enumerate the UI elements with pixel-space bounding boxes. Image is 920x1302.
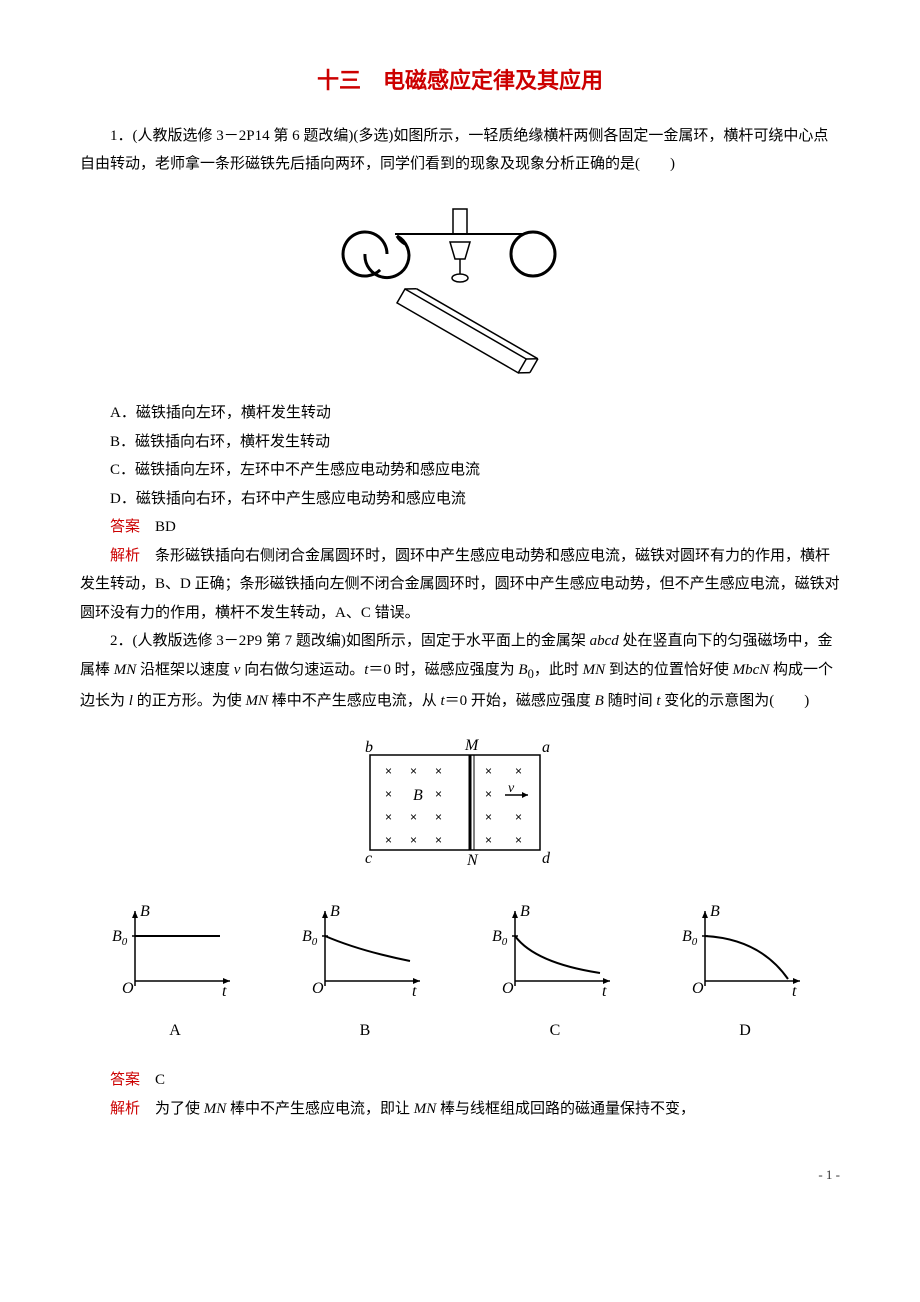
q2-t3: 沿框架以速度	[136, 662, 234, 678]
q2-t11: ＝0 开始，磁感应强度	[445, 693, 595, 709]
svg-text:×: ×	[515, 764, 522, 778]
q2-t6: ，此时	[534, 662, 583, 678]
answer-label: 答案	[110, 519, 140, 535]
svg-text:B: B	[520, 903, 530, 920]
q2-t5: ＝0 时，磁感应强度为	[368, 662, 518, 678]
answer-text: BD	[140, 519, 176, 535]
svg-text:O: O	[502, 980, 514, 997]
svg-text:O: O	[312, 980, 324, 997]
svg-text:×: ×	[485, 764, 492, 778]
svg-text:×: ×	[515, 810, 522, 824]
svg-text:t: t	[792, 983, 797, 1000]
svg-text:d: d	[542, 850, 551, 867]
svg-text:t: t	[602, 983, 607, 1000]
ana-t2: 棒中不产生感应电流，即让	[226, 1101, 414, 1117]
q2-figure: × × × × × × × × × × × × × × × × × × B v b M a c N d	[80, 730, 840, 881]
svg-text:B: B	[140, 903, 150, 920]
q2-intro: 2．(人教版选修 3－2P9 第 7 题改编)如图所示，固定于水平面上的金属架 …	[80, 627, 840, 715]
q2-mn1: MN	[114, 662, 137, 678]
svg-text:a: a	[542, 739, 550, 756]
q1-figure	[80, 194, 840, 385]
svg-text:×: ×	[485, 787, 492, 801]
page-number: - 1 -	[80, 1163, 840, 1188]
q2-t9: 的正方形。为使	[133, 693, 246, 709]
q2-b: B	[595, 693, 604, 709]
q2-t7: 到达的位置恰好使	[605, 662, 733, 678]
chart-A-label: A	[110, 1016, 240, 1046]
svg-text:×: ×	[435, 787, 442, 801]
svg-text:×: ×	[515, 833, 522, 847]
svg-text:t: t	[222, 983, 227, 1000]
svg-text:b: b	[365, 739, 373, 756]
q2-mbcn: MbcN	[733, 662, 770, 678]
chart-C-label: C	[490, 1016, 620, 1046]
ana-t1: 为了使	[140, 1101, 204, 1117]
q2-analysis: 解析 为了使 MN 棒中不产生感应电流，即让 MN 棒与线框组成回路的磁通量保持…	[80, 1095, 840, 1124]
analysis-text: 条形磁铁插向右侧闭合金属圆环时，圆环中产生感应电动势和感应电流，磁铁对圆环有力的…	[80, 548, 840, 621]
svg-text:×: ×	[385, 833, 392, 847]
svg-text:B: B	[330, 903, 340, 920]
q1-optA: A．磁铁插向左环，横杆发生转动	[80, 399, 840, 428]
page-title: 十三 电磁感应定律及其应用	[80, 60, 840, 102]
q1-optC: C．磁铁插向左环，左环中不产生感应电动势和感应电流	[80, 456, 840, 485]
svg-text:×: ×	[435, 764, 442, 778]
q2-abcd: abcd	[590, 633, 619, 649]
svg-text:×: ×	[435, 833, 442, 847]
svg-text:B: B	[413, 787, 423, 804]
svg-text:v: v	[508, 781, 515, 796]
ana-t3: 棒与线框组成回路的磁通量保持不变，	[436, 1101, 695, 1117]
chart-B-label: B	[300, 1016, 430, 1046]
answer-label-2: 答案	[110, 1072, 140, 1088]
q2-options: B B0 O t A B B0 O t B	[80, 901, 840, 1047]
chart-D: B B0 O t D	[680, 901, 810, 1047]
q1-optB: B．磁铁插向右环，横杆发生转动	[80, 428, 840, 457]
svg-text:M: M	[464, 737, 480, 754]
svg-text:×: ×	[410, 833, 417, 847]
svg-text:×: ×	[385, 787, 392, 801]
svg-text:×: ×	[385, 764, 392, 778]
svg-text:N: N	[466, 852, 479, 869]
q2-t1: 2．(人教版选修 3－2P9 第 7 题改编)如图所示，固定于水平面上的金属架	[110, 633, 590, 649]
svg-text:O: O	[692, 980, 704, 997]
ana-mn2: MN	[414, 1101, 437, 1117]
ana-mn1: MN	[204, 1101, 227, 1117]
q1-answer: 答案 BD	[80, 513, 840, 542]
svg-text:×: ×	[410, 810, 417, 824]
answer-text-2: C	[140, 1072, 165, 1088]
q1-analysis: 解析 条形磁铁插向右侧闭合金属圆环时，圆环中产生感应电动势和感应电流，磁铁对圆环…	[80, 542, 840, 628]
q2-t13: 变化的示意图为( )	[661, 693, 810, 709]
q2-answer: 答案 C	[80, 1066, 840, 1095]
q2-t4: 向右做匀速运动。	[240, 662, 364, 678]
svg-text:×: ×	[485, 833, 492, 847]
analysis-label-2: 解析	[110, 1101, 140, 1117]
q2-t12: 随时间	[604, 693, 657, 709]
svg-text:×: ×	[385, 810, 392, 824]
svg-text:×: ×	[485, 810, 492, 824]
q2-mn3: MN	[245, 693, 268, 709]
svg-text:B0: B0	[492, 928, 508, 948]
chart-D-label: D	[680, 1016, 810, 1046]
q2-t10: 棒中不产生感应电流，从	[268, 693, 441, 709]
chart-A: B B0 O t A	[110, 901, 240, 1047]
svg-text:×: ×	[410, 764, 417, 778]
svg-text:B0: B0	[112, 928, 128, 948]
chart-B: B B0 O t B	[300, 901, 430, 1047]
analysis-label: 解析	[110, 548, 140, 564]
q1-optD: D．磁铁插向右环，右环中产生感应电动势和感应电流	[80, 485, 840, 514]
q1-intro: 1．(人教版选修 3－2P14 第 6 题改编)(多选)如图所示，一轻质绝缘横杆…	[80, 122, 840, 179]
svg-text:×: ×	[435, 810, 442, 824]
svg-text:B0: B0	[682, 928, 698, 948]
svg-text:B0: B0	[302, 928, 318, 948]
svg-text:t: t	[412, 983, 417, 1000]
svg-text:c: c	[365, 850, 372, 867]
q2-b0: B	[518, 662, 527, 678]
svg-text:B: B	[710, 903, 720, 920]
q2-mn2: MN	[583, 662, 606, 678]
svg-text:O: O	[122, 980, 134, 997]
chart-C: B B0 O t C	[490, 901, 620, 1047]
